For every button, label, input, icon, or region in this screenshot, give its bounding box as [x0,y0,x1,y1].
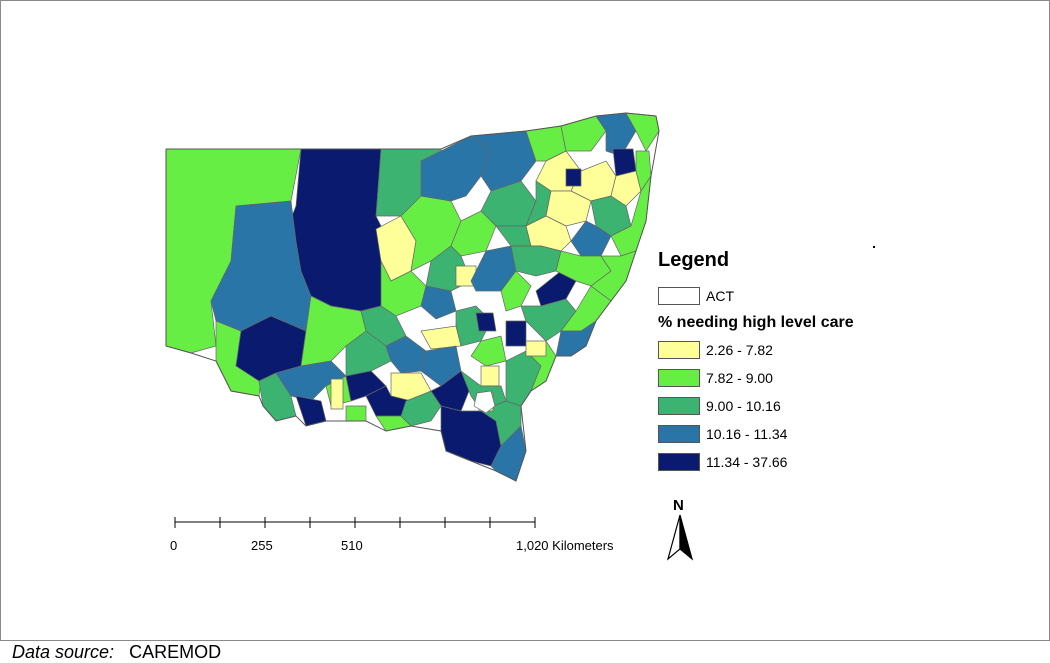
legend-class-row: 7.82 - 9.00 [658,364,898,392]
region[interactable] [500,270,532,312]
legend-swatch [658,369,700,387]
region[interactable] [420,285,457,320]
scale-label-510: 510 [341,538,363,553]
region[interactable] [470,335,507,367]
legend-class-label: 10.16 - 11.34 [706,426,788,442]
legend-swatch [658,341,700,359]
region[interactable] [535,270,577,307]
legend-class-label: 7.82 - 9.00 [706,370,773,386]
data-source: Data source: CAREMOD [12,642,221,663]
island [181,261,186,265]
region[interactable] [295,395,327,427]
data-source-value: CAREMOD [129,642,222,662]
region[interactable] [480,365,500,387]
scale-label-1020: 1,020 Kilometers [516,538,614,553]
nsw-map [165,112,875,482]
legend-class-row: 2.26 - 7.82 [658,336,898,364]
region[interactable] [400,390,442,427]
legend-class-label: 9.00 - 10.16 [706,398,781,414]
scale-label-255: 255 [251,538,273,553]
island-dot [873,246,875,248]
map-frame: Legend ACT % needing high level care 2.2… [0,0,1050,641]
region[interactable] [565,168,582,187]
north-letter: N [673,497,684,514]
region[interactable] [525,340,547,357]
region[interactable] [330,378,344,410]
legend-act-row: ACT [658,282,898,310]
act-swatch [658,287,700,305]
north-arrow-icon: N [664,497,696,565]
region[interactable] [610,170,642,207]
legend-class-row: 10.16 - 11.34 [658,420,898,448]
region[interactable] [495,225,532,247]
scale-bar-graphic [174,517,536,528]
legend-class-row: 11.34 - 37.66 [658,448,898,476]
region[interactable] [505,320,527,347]
legend-class-label: 11.34 - 37.66 [706,454,788,470]
act-label: ACT [706,288,734,304]
act-region[interactable] [473,390,496,414]
legend-classes: 2.26 - 7.82 7.82 - 9.00 9.00 - 10.16 10.16 … [658,336,898,476]
legend-swatch [658,425,700,443]
region[interactable] [510,245,562,277]
north-arrow-shape [666,514,694,561]
legend-swatch [658,397,700,415]
legend: Legend ACT % needing high level care 2.2… [658,249,898,476]
legend-class-row: 9.00 - 10.16 [658,392,898,420]
scale-bar: 0 255 510 1,020 Kilometers [161,516,641,561]
legend-class-label: 2.26 - 7.82 [706,342,773,358]
legend-subtitle: % needing high level care [658,314,854,331]
region[interactable] [475,312,497,332]
scale-label-0: 0 [170,538,178,553]
region[interactable] [420,135,492,202]
region[interactable] [345,405,367,422]
data-source-key: Data source: [12,642,115,662]
legend-swatch [658,453,700,471]
legend-title: Legend [658,249,730,271]
region[interactable] [420,325,462,350]
